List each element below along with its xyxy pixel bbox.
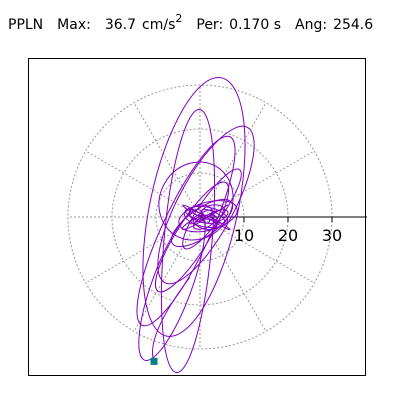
trace-tail xyxy=(152,276,191,362)
period-value: 0.170 s xyxy=(229,16,281,33)
trace-loop-2 xyxy=(183,205,229,229)
max-label: Max: xyxy=(57,16,91,33)
trace-core xyxy=(181,204,231,231)
chart-header: PPLN Max: 36.7 cm/s2 Per: 0.170 s Ang: 254.6 xyxy=(8,12,374,33)
tick-label-10: 10 xyxy=(234,226,254,245)
trace-loop-3 xyxy=(170,198,234,248)
tick-label-20: 20 xyxy=(278,226,298,245)
period-label: Per: xyxy=(196,16,224,33)
station-code: PPLN xyxy=(8,16,44,33)
trace-end-marker xyxy=(150,357,158,365)
grid-spoke-60 xyxy=(199,102,267,218)
trace-loop-7 xyxy=(157,125,255,285)
grid-spoke-240 xyxy=(133,216,201,332)
grid-spoke-150 xyxy=(85,150,201,218)
trace-loop-6 xyxy=(154,181,230,293)
trace-loop-9 xyxy=(142,77,246,337)
polar-chart: 10 20 30 xyxy=(67,77,367,374)
max-unit: cm/s xyxy=(142,16,176,33)
tick-label-30: 30 xyxy=(322,226,342,245)
trace-loop-8 xyxy=(136,135,236,327)
trace-loop-10 xyxy=(160,108,216,374)
max-value: 36.7 xyxy=(104,16,137,33)
angle-value: 254.6 xyxy=(333,16,374,33)
grid-spoke-210 xyxy=(85,216,201,284)
angle-label: Ang: xyxy=(295,16,328,33)
trace-loop-4 xyxy=(158,161,234,241)
grid-spoke-330 xyxy=(199,216,315,284)
grid-spoke-30 xyxy=(199,150,315,218)
plot-area: 10 20 30 xyxy=(28,58,367,376)
grid-spoke-120 xyxy=(133,102,201,218)
max-unit-exponent: 2 xyxy=(175,12,183,25)
trace-loop-11 xyxy=(138,209,206,361)
